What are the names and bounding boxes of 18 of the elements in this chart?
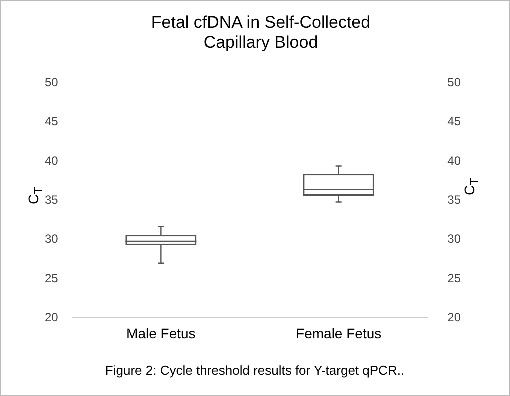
y-tick-label: 35	[44, 193, 59, 208]
y-tick-label: 50	[44, 76, 59, 90]
y2-tick-label: 40	[448, 154, 462, 168]
caption: Figure 2: Cycle threshold results for Y-target qPCR..	[104, 363, 406, 378]
y2-tick-label: 50	[448, 76, 462, 90]
y2-tick-label: 30	[448, 232, 462, 246]
y-tick-label: 25	[44, 271, 59, 286]
y2-tick-label: 45	[448, 114, 462, 129]
y-tick-label: 30	[44, 232, 59, 246]
chart-title: Fetal cfDNA in Self-Collected Capillary Blood	[150, 13, 372, 53]
y-tick-label: 20	[44, 310, 59, 325]
y2-tick-label: 20	[448, 310, 462, 325]
x-tick-label: Female Fetus	[296, 325, 382, 342]
y2-tick-label: 35	[448, 193, 462, 208]
x-tick-label: Male Fetus	[126, 325, 196, 342]
y-tick-label: 40	[44, 154, 59, 168]
y2-tick-label: 25	[448, 271, 462, 286]
y-tick-label: 45	[44, 114, 59, 129]
